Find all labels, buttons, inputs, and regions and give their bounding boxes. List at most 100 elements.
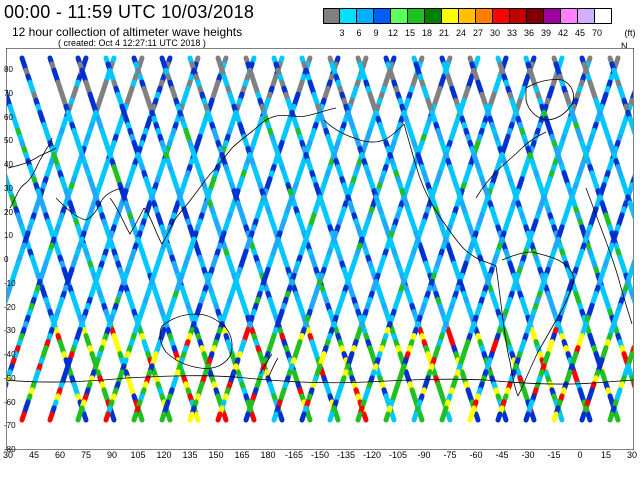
scale-swatch bbox=[425, 9, 442, 23]
longitude-label: 180 bbox=[260, 450, 276, 460]
scale-label: 15 bbox=[404, 28, 416, 38]
longitude-axis: 30 45 60 75 90 105 120 135 150 165 180 -165 -150 -135… bbox=[0, 450, 640, 464]
color-scale-swatches bbox=[323, 8, 612, 24]
coast-alaska bbox=[323, 119, 405, 143]
coast-russia-east bbox=[253, 107, 337, 131]
scale-swatch bbox=[459, 9, 476, 23]
pass-segment bbox=[299, 411, 307, 423]
map-subtitle: 12 hour collection of altimeter wave hei… bbox=[12, 25, 243, 39]
coast-china bbox=[191, 129, 255, 199]
scale-label: 6 bbox=[356, 28, 362, 38]
latitude-label: 60 bbox=[4, 112, 13, 122]
pass-segment bbox=[501, 411, 509, 423]
pass-segment bbox=[81, 411, 89, 423]
pass-segment bbox=[277, 411, 285, 423]
scale-label: 18 bbox=[421, 28, 433, 38]
coast-mediterranean bbox=[7, 147, 57, 169]
pass-segment bbox=[467, 411, 475, 423]
longitude-label: -45 bbox=[495, 450, 509, 460]
longitude-label: -75 bbox=[443, 450, 457, 460]
scale-label: 30 bbox=[489, 28, 501, 38]
color-scale-labels: 3 6 9 12 15 18 21 24 27 30 33 36 39 42 45 70 (ft) bbox=[323, 28, 640, 40]
pass-segment bbox=[103, 411, 111, 423]
scale-label: 21 bbox=[438, 28, 450, 38]
longitude-label: -15 bbox=[547, 450, 561, 460]
scale-label: 12 bbox=[387, 28, 399, 38]
latitude-label: -10 bbox=[4, 278, 16, 288]
pass-segment bbox=[495, 411, 503, 423]
pass-segment bbox=[7, 375, 11, 387]
latitude-label: 30 bbox=[4, 183, 13, 193]
pass-segment bbox=[389, 411, 397, 423]
pass-segment bbox=[75, 411, 83, 423]
latitude-label: -50 bbox=[4, 373, 16, 383]
longitude-label: -165 bbox=[284, 450, 304, 460]
longitude-label: 60 bbox=[54, 450, 66, 460]
longitude-label: 0 bbox=[577, 450, 583, 460]
longitude-label: 105 bbox=[130, 450, 146, 460]
latitude-label: -20 bbox=[4, 302, 16, 312]
coast-south-america-east bbox=[501, 251, 575, 397]
pass-segment bbox=[131, 411, 139, 423]
coast-australia bbox=[159, 313, 233, 369]
pass-segment bbox=[629, 290, 633, 302]
coast-africa-east bbox=[585, 187, 633, 325]
longitude-label: 30 bbox=[626, 450, 638, 460]
scale-swatch bbox=[357, 9, 374, 23]
pass-segment bbox=[19, 411, 27, 423]
latitude-label: 70 bbox=[4, 88, 13, 98]
coast-north-america-west bbox=[403, 123, 459, 243]
pass-segment bbox=[629, 206, 633, 218]
latitude-label: 50 bbox=[4, 136, 13, 146]
pass-segment bbox=[159, 411, 167, 423]
pass-segment bbox=[445, 411, 453, 423]
pass-segment bbox=[529, 411, 537, 423]
pass-segment bbox=[7, 290, 11, 302]
pass-segment bbox=[333, 411, 341, 423]
longitude-label: 165 bbox=[234, 450, 250, 460]
pass-segment bbox=[579, 411, 587, 423]
coast-greenland bbox=[525, 79, 574, 121]
scale-swatch bbox=[391, 9, 408, 23]
pass-segment bbox=[551, 411, 559, 423]
latitude-label: 80 bbox=[4, 65, 13, 74]
scale-swatch bbox=[561, 9, 578, 23]
scale-swatch bbox=[578, 9, 595, 23]
latitude-label: -70 bbox=[4, 421, 16, 431]
scale-label: 42 bbox=[557, 28, 569, 38]
wave-height-map bbox=[5, 47, 635, 451]
map-canvas bbox=[5, 47, 635, 451]
pass-segment bbox=[165, 411, 173, 423]
pass-segment bbox=[411, 411, 419, 423]
scale-swatch bbox=[340, 9, 357, 23]
scale-swatch bbox=[374, 9, 391, 23]
coast-new-zealand bbox=[259, 353, 279, 379]
pass-segment bbox=[473, 411, 481, 423]
longitude-label: 120 bbox=[156, 450, 172, 460]
coast-arabia bbox=[55, 187, 123, 221]
coast-south-america-west bbox=[495, 265, 519, 397]
scale-label: 9 bbox=[373, 28, 379, 38]
pass-segment bbox=[249, 411, 257, 423]
scale-swatch bbox=[442, 9, 459, 23]
created-timestamp: ( created: Oct 4 12:27:11 UTC 2018 ) bbox=[58, 38, 206, 48]
scale-swatch bbox=[408, 9, 425, 23]
scale-label: 24 bbox=[455, 28, 467, 38]
coast-india bbox=[109, 197, 145, 235]
scale-label: 70 bbox=[591, 28, 603, 38]
pass-segment bbox=[305, 411, 313, 423]
latitude-label: 20 bbox=[4, 207, 13, 217]
scale-swatch bbox=[476, 9, 493, 23]
scale-label: 3 bbox=[339, 28, 345, 38]
scale-label: 27 bbox=[472, 28, 484, 38]
latitude-label: 40 bbox=[4, 160, 13, 169]
pass-segment bbox=[187, 411, 195, 423]
latitude-label: -80 bbox=[4, 445, 16, 454]
longitude-label: 75 bbox=[80, 450, 92, 460]
pass-segment bbox=[355, 411, 363, 423]
scale-swatch bbox=[493, 9, 510, 23]
coast-africa-west bbox=[9, 137, 53, 209]
latitude-label: -40 bbox=[4, 350, 16, 359]
longitude-label: -105 bbox=[388, 450, 408, 460]
longitude-label: -30 bbox=[521, 450, 535, 460]
